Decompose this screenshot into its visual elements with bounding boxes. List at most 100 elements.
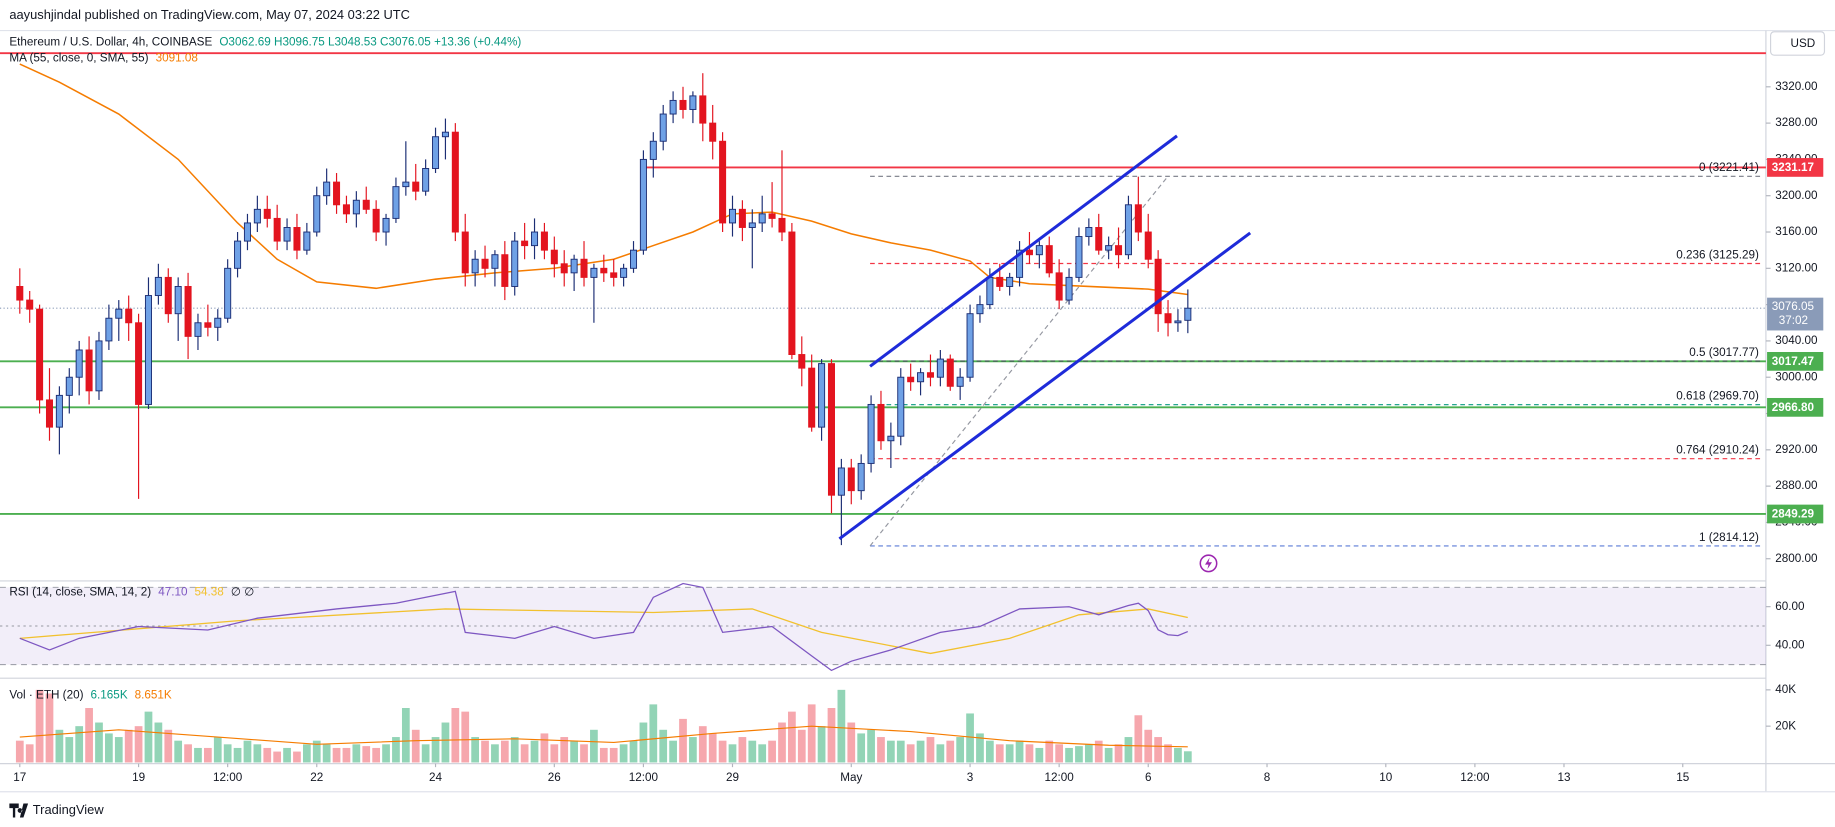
volume-bar xyxy=(896,740,905,763)
candle-body xyxy=(620,267,628,278)
volume-bar xyxy=(1183,751,1192,763)
volume-bar xyxy=(411,729,420,763)
volume-bar xyxy=(15,740,24,763)
candle-body xyxy=(540,231,548,251)
currency: USD xyxy=(1791,37,1816,50)
candle-body xyxy=(125,308,133,324)
candle-body xyxy=(689,95,697,110)
y-tick-label: 3160.00 xyxy=(1775,225,1818,238)
volume-bar xyxy=(392,737,400,763)
legend: MA (55, close, 0, SMA, 55) 3091.08 xyxy=(9,52,198,65)
rsi-line xyxy=(19,608,1188,655)
volume-bar xyxy=(956,737,965,763)
volume-bar xyxy=(431,737,440,763)
candle-body xyxy=(164,276,172,315)
volume-bar xyxy=(926,737,935,763)
candle-body xyxy=(1134,204,1142,233)
volume-bar xyxy=(966,713,974,763)
volume-bar xyxy=(491,744,499,763)
volume-bar xyxy=(204,747,212,763)
volume-bar xyxy=(689,737,697,763)
candle-body xyxy=(649,140,657,160)
candle-body xyxy=(788,231,796,356)
price-box xyxy=(1767,158,1824,177)
candle-body xyxy=(471,258,479,274)
y-tick-label: 3320.00 xyxy=(1775,80,1818,93)
volume-bar xyxy=(114,737,123,763)
y-tick-label: 2880.00 xyxy=(1775,479,1818,492)
candle-body xyxy=(392,186,400,219)
y-tick-label: 3040.00 xyxy=(1775,334,1818,347)
volume-bar xyxy=(164,729,173,763)
x-tick-label: 3 xyxy=(967,771,974,784)
volume-bar xyxy=(174,740,183,763)
volume-bar xyxy=(382,744,390,763)
volume-bar xyxy=(500,740,509,763)
volume-bar xyxy=(154,722,163,763)
legend-value: 8.651K xyxy=(135,689,172,702)
candle-body xyxy=(1075,236,1083,278)
candle-body xyxy=(610,272,618,278)
legend-title: RSI (14, close, SMA, 14, 2) xyxy=(9,586,151,599)
candle-body xyxy=(313,195,321,233)
y-tick-label: 40.00 xyxy=(1775,638,1805,651)
volume-bar xyxy=(916,740,925,763)
volume-bar xyxy=(1065,747,1073,763)
candle-body xyxy=(560,263,568,274)
volume-bar xyxy=(619,744,628,763)
currency-box[interactable] xyxy=(1770,31,1826,56)
legend-value: 6.165K xyxy=(91,689,128,702)
candle-body xyxy=(1105,245,1113,251)
legend-ohlc: O3062.69 H3096.75 L3048.53 C3076.05 +13.… xyxy=(219,35,521,48)
candle-body xyxy=(936,358,944,378)
candle-body xyxy=(65,376,73,396)
brand-logo xyxy=(9,803,29,818)
candle-body xyxy=(253,208,261,224)
volume-bar xyxy=(233,747,242,763)
price-box xyxy=(1767,351,1824,371)
legend-suffix: ∅ ∅ xyxy=(231,586,255,599)
y-tick-label: 3280.00 xyxy=(1775,116,1818,129)
candle-body xyxy=(986,276,994,306)
volume-bar xyxy=(134,726,143,763)
volume-bar xyxy=(105,733,113,763)
volume-bar xyxy=(1124,737,1133,763)
volume-bar xyxy=(1154,737,1162,763)
volume-bar xyxy=(273,751,282,763)
legend-name: MA (55, close, 0, SMA, 55) xyxy=(9,52,148,65)
volume-bar xyxy=(1084,744,1093,763)
candle-body xyxy=(1055,272,1063,301)
alert-icon[interactable] xyxy=(1199,554,1218,573)
candle-body xyxy=(55,394,63,428)
volume-bar xyxy=(352,744,361,763)
candle-body xyxy=(234,240,242,269)
candle-body xyxy=(214,317,222,328)
candle-body xyxy=(847,467,855,492)
volume-bar xyxy=(1075,746,1083,763)
volume-bar xyxy=(550,744,559,763)
candle-body xyxy=(362,199,370,210)
volume-bar xyxy=(599,747,608,763)
fib-label: 0 (3221.41) xyxy=(1699,161,1759,174)
candle-body xyxy=(1085,227,1093,238)
volume-bar xyxy=(85,708,93,763)
candle-body xyxy=(590,267,598,278)
legend: Vol · ETH (20) 6.165K 8.651K xyxy=(9,689,172,702)
volume-bar xyxy=(1015,740,1024,763)
x-tick-label: 12:00 xyxy=(213,771,243,784)
volume-bar xyxy=(243,740,252,763)
volume-bar xyxy=(570,740,578,763)
volume-bar xyxy=(1005,744,1014,763)
candle-body xyxy=(273,217,281,242)
x-tick-label: 22 xyxy=(310,771,323,784)
volume-bar xyxy=(144,711,153,763)
candle-body xyxy=(451,131,459,233)
candle-body xyxy=(907,376,915,383)
volume-bar xyxy=(649,704,658,763)
candle-body xyxy=(154,276,162,297)
candle-body xyxy=(412,181,420,192)
x-tick-label: 15 xyxy=(1676,771,1690,784)
volume-bar xyxy=(590,729,598,763)
volume-bar xyxy=(1174,747,1182,763)
candle-body xyxy=(303,231,311,251)
